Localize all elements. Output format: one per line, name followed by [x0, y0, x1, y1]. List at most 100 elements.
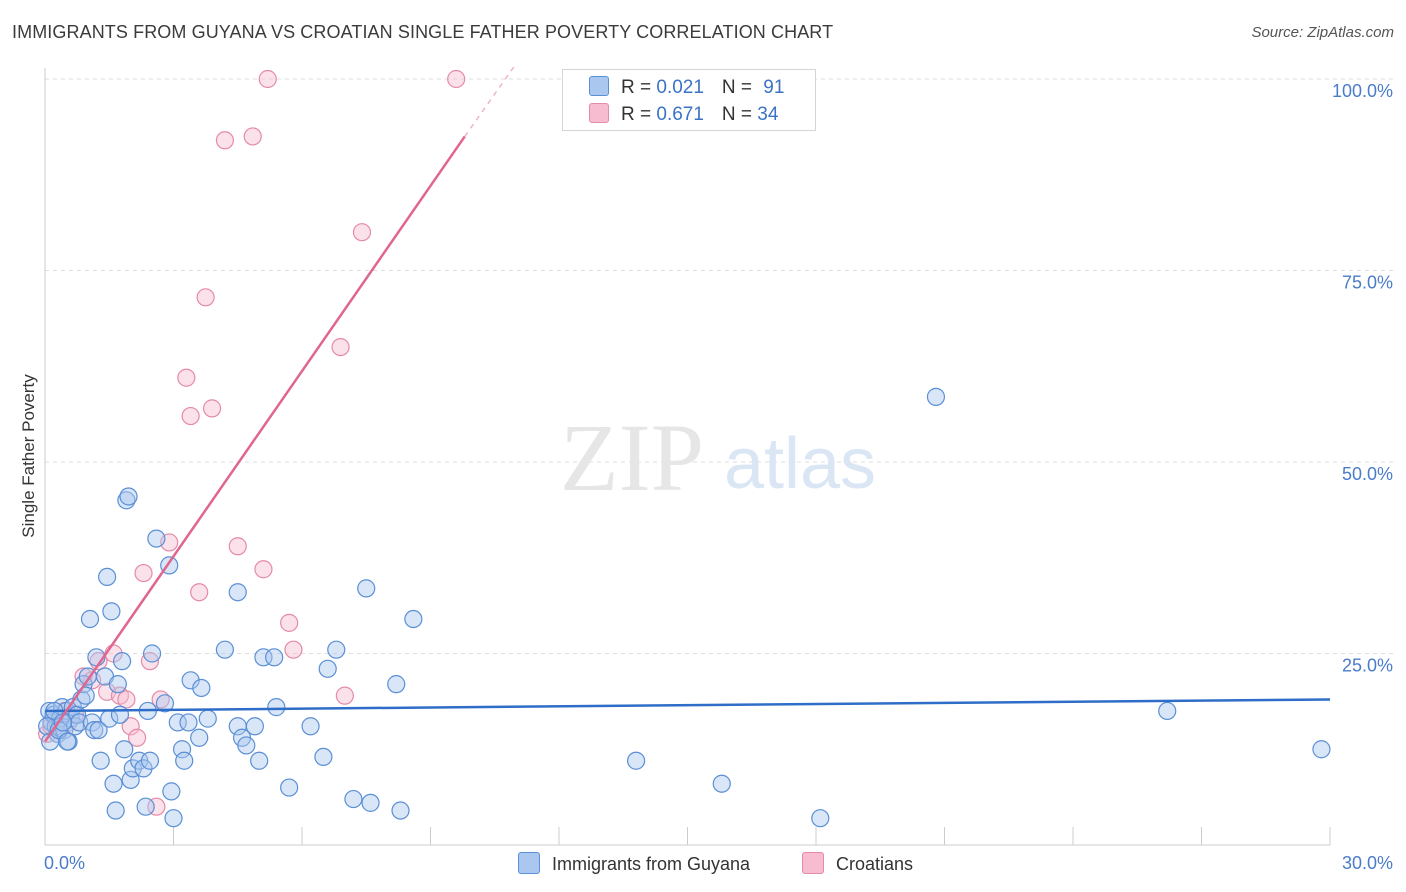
croatian-point [134, 563, 153, 583]
guyana-point [192, 678, 211, 698]
croatian-point [228, 537, 247, 556]
croatian-point [147, 797, 166, 816]
croatian-point [335, 686, 354, 705]
legend-n-value: 34 [757, 104, 779, 125]
guyana-point [245, 717, 264, 736]
croatian-point [181, 406, 200, 426]
croatian-point [190, 583, 209, 602]
guyana-point [387, 675, 406, 694]
croatian-point [117, 690, 136, 709]
chart-title: IMMIGRANTS FROM GUYANA VS CROATIAN SINGL… [12, 22, 834, 42]
source-label: Source: ZipAtlas.com [1251, 24, 1394, 41]
guyana-point [314, 747, 333, 767]
guyana-point [142, 644, 162, 663]
croatian-point [177, 368, 196, 387]
guyana-point [58, 732, 77, 751]
guyana-point [926, 387, 946, 406]
watermark-atlas: atlas [724, 424, 876, 504]
croatian-point [243, 127, 262, 146]
guyana-point [280, 778, 299, 797]
croatian-point [284, 640, 303, 659]
legend-r-label: R = [621, 104, 657, 125]
guyana-point [102, 602, 121, 621]
legend-r-label: R = [621, 77, 657, 98]
x-tick-label: 0.0% [44, 853, 85, 873]
legend-r-value: 0.671 [656, 104, 704, 125]
croatian-point [215, 131, 234, 150]
guyana-point [357, 579, 376, 598]
croatian-point [254, 560, 273, 579]
croatian-point [258, 69, 277, 89]
guyana-point [110, 705, 130, 724]
croatian-swatch [589, 103, 609, 123]
croatian-point [127, 728, 147, 747]
croatian-point [352, 223, 372, 242]
guyana-point [104, 774, 123, 793]
y-tick-label: 75.0% [1342, 273, 1393, 293]
guyana-point [85, 720, 104, 740]
croatian-point [447, 69, 466, 89]
guyana-point [215, 640, 234, 659]
guyana-point [168, 713, 187, 732]
croatian-point [331, 338, 350, 357]
legend-n-value: 91 [763, 77, 785, 98]
legend-n-label: N = [721, 104, 758, 125]
croatian-legend-label: Croatians [836, 854, 914, 874]
trend-lines [43, 63, 1331, 743]
guyana-point [626, 751, 646, 770]
guyana-point [91, 751, 110, 770]
tick-labels: 25.0% 50.0% 75.0% 100.0% 0.0% 30.0% [44, 81, 1393, 873]
guyana-point [1158, 701, 1177, 721]
guyana-point [119, 487, 138, 506]
guyana-point [162, 782, 181, 801]
guyana-legend-label: Immigrants from Guyana [552, 854, 751, 874]
croatian-legend-swatch [802, 852, 824, 874]
y-tick-label: 50.0% [1342, 464, 1393, 484]
grid-lines [45, 78, 1395, 654]
guyana-point [98, 567, 117, 587]
guyana-point [237, 736, 256, 755]
guyana-point [172, 740, 192, 759]
guyana-trend-line [44, 698, 1331, 713]
guyana-point [811, 809, 830, 828]
guyana-point [318, 659, 337, 678]
croatian-point [196, 288, 215, 307]
croatian-trend-line [43, 135, 466, 743]
stats-legend: R = 0.021 N = 91 R = 0.671 N = 34 [562, 69, 816, 131]
legend-r-value: 0.021 [656, 77, 704, 98]
croatian-point [202, 399, 222, 418]
guyana-point [164, 809, 183, 828]
guyana-point [108, 675, 127, 694]
watermark: ZIP atlas [560, 404, 876, 511]
guyana-point [147, 529, 166, 548]
guyana-point [190, 728, 209, 747]
y-tick-label: 100.0% [1332, 81, 1393, 101]
guyana-point [115, 740, 134, 759]
guyana-point [391, 801, 410, 820]
guyana-point [254, 648, 273, 667]
y-axis-label: Single Father Poverty [19, 374, 38, 538]
guyana-point [121, 770, 140, 789]
guyana-point [70, 713, 89, 732]
guyana-point [198, 709, 217, 728]
guyana-point [301, 717, 320, 736]
y-tick-label: 25.0% [1342, 656, 1393, 676]
guyana-point [404, 609, 423, 629]
guyana-point [712, 774, 731, 793]
croatian-point [121, 717, 140, 736]
guyana-point [155, 694, 175, 713]
watermark-zip: ZIP [560, 404, 704, 511]
bottom-legend-guyana: Immigrants from Guyana [518, 852, 750, 875]
guyana-point [327, 640, 346, 659]
legend-n-label: N = [721, 77, 758, 98]
guyana-point [136, 797, 155, 816]
guyana-point [267, 698, 286, 717]
x-tick-label: 30.0% [1342, 853, 1393, 873]
guyana-point [89, 720, 108, 740]
croatian-trend-extension [464, 63, 517, 137]
guyana-point [179, 713, 198, 732]
guyana-point [250, 751, 269, 770]
guyana-point [228, 583, 247, 602]
guyana-point [344, 789, 363, 809]
